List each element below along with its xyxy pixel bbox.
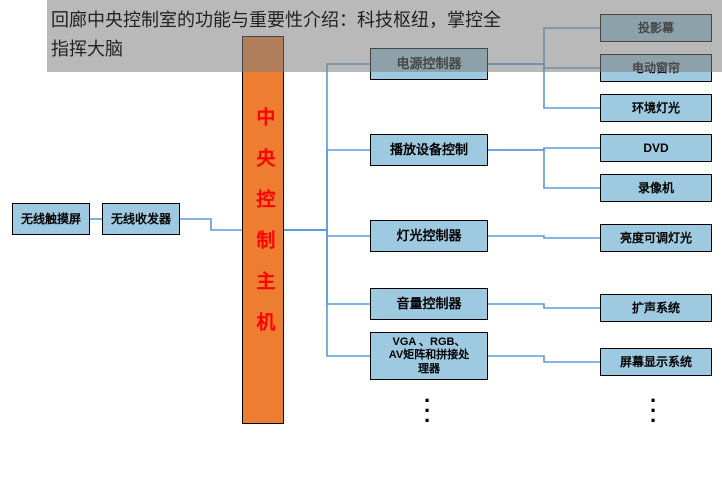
title-banner: 回廊中央控制室的功能与重要性介绍：科技枢纽，掌控全 指挥大脑: [47, 0, 722, 72]
node-play: 播放设备控制: [370, 134, 488, 166]
edge-central-power: [284, 64, 370, 230]
node-display: 屏幕显示系统: [600, 348, 712, 376]
node-dimmer: 亮度可调灯光: [600, 224, 712, 252]
node-central: 中央控制主机: [242, 36, 284, 424]
edge-play-dvd: [488, 148, 600, 150]
edge-central-light: [284, 230, 370, 236]
edge-matrix-display: [488, 356, 600, 362]
node-touch: 无线触摸屏: [12, 203, 90, 235]
edge-volume-pa: [488, 304, 600, 308]
edge-central-volume: [284, 230, 370, 304]
ellipsis: · · ·: [424, 396, 431, 426]
edge-central-play: [284, 150, 370, 230]
edge-play-vcr: [488, 150, 600, 188]
node-matrix: VGA 、RGB、 AV矩阵和拼接处 理器: [370, 332, 488, 380]
node-pa: 扩声系统: [600, 294, 712, 322]
node-light: 灯光控制器: [370, 220, 488, 252]
node-envlgt: 环境灯光: [600, 94, 712, 122]
node-vcr: 录像机: [600, 174, 712, 202]
edge-light-dimmer: [488, 236, 600, 238]
title-text: 回廊中央控制室的功能与重要性介绍：科技枢纽，掌控全 指挥大脑: [51, 6, 501, 64]
node-dvd: DVD: [600, 134, 712, 162]
edge-central-matrix: [284, 230, 370, 356]
node-trx: 无线收发器: [102, 203, 180, 235]
node-volume: 音量控制器: [370, 288, 488, 320]
ellipsis: · · ·: [650, 396, 657, 426]
edge-trx-central: [180, 219, 242, 230]
